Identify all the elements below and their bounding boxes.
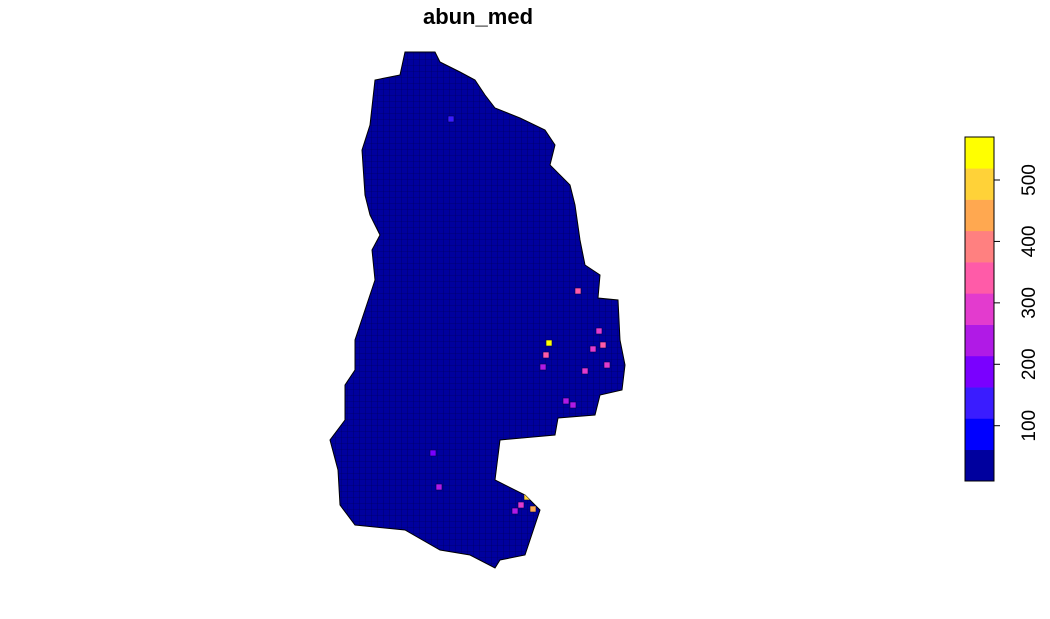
legend-swatch [965,387,994,419]
legend-frame [964,136,995,482]
raster-cell [517,501,525,509]
raster-cell [429,449,437,457]
legend-tick-label: 100 [1019,410,1040,442]
raster-cell [599,341,607,349]
legend-swatch [965,418,994,451]
map-title: abun_med [423,4,533,29]
raster-cell [574,287,582,295]
legend-swatch [965,262,994,294]
hotspot-cells [429,115,611,515]
legend-tick-label: 300 [1019,287,1040,319]
raster-cell [589,345,597,353]
raster-cell [447,115,455,123]
raster-cell [569,401,577,409]
raster-cell [542,351,550,359]
legend-swatch [965,355,994,388]
legend-swatch [965,324,994,357]
raster-cell [435,483,443,491]
legend-swatch [965,168,994,200]
raster-cell [539,363,547,371]
legend-swatch [965,137,994,169]
legend-tick-label: 400 [1019,226,1040,258]
raster-cell [511,507,519,515]
raster-region [329,51,626,569]
legend-swatch [965,199,994,232]
raster-cell [581,367,589,375]
legend-tick-label: 200 [1019,348,1040,380]
legend-tick-label: 500 [1019,164,1040,196]
raster-cell [562,397,570,405]
raster-cell [603,361,611,369]
raster-cell [595,327,603,335]
raster-cell [545,339,553,347]
legend-swatch [965,293,994,325]
raster-cell [529,505,537,513]
legend: 100 200 300 400 500 [964,136,1040,482]
legend-swatch [965,449,994,482]
legend-swatch [965,230,994,263]
